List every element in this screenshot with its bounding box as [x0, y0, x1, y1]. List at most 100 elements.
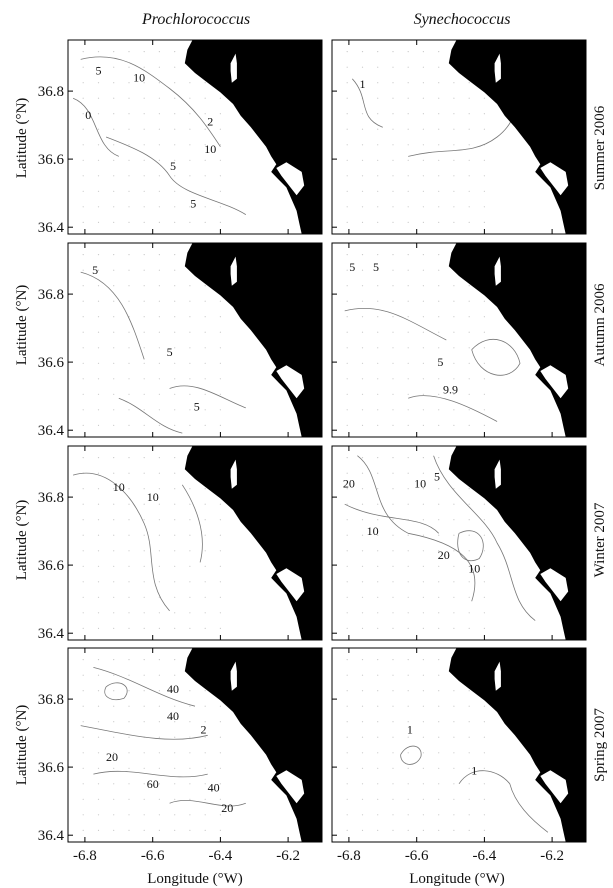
station-dot [346, 175, 348, 177]
station-dot [113, 221, 115, 223]
station-dot [407, 457, 409, 459]
station-dot [158, 503, 160, 505]
station-dot [113, 300, 115, 302]
station-dot [483, 300, 485, 302]
station-dot [392, 783, 394, 785]
station-dot [392, 206, 394, 208]
contour-label: 20 [106, 750, 118, 764]
station-dot [128, 347, 130, 349]
station-dot [346, 472, 348, 474]
station-dot [361, 254, 364, 256]
station-dot [422, 347, 424, 349]
station-dot [219, 175, 221, 177]
station-dot [346, 285, 348, 287]
station-dot [377, 362, 379, 364]
station-dot [97, 798, 100, 800]
station-dot [113, 596, 115, 598]
station-dot [392, 581, 394, 583]
station-dot [174, 347, 176, 349]
land-mass [184, 243, 322, 437]
station-dot [128, 783, 130, 785]
station-dot [204, 488, 206, 490]
station-dot [483, 565, 485, 567]
station-dot [143, 378, 145, 380]
station-dot [204, 612, 206, 614]
station-dot [174, 472, 176, 474]
station-dot [143, 690, 145, 692]
station-dot [438, 798, 440, 800]
station-dot [361, 519, 364, 521]
station-dot [204, 300, 206, 302]
station-dot [438, 674, 440, 676]
station-dot [128, 378, 130, 380]
row-label-summer-2006: Summer 2006 [592, 105, 608, 190]
contour-line [181, 484, 203, 563]
station-dot [143, 144, 145, 146]
y-tick-label: 36.6 [38, 558, 65, 574]
station-dot [219, 752, 221, 754]
station-dot [377, 254, 379, 256]
station-dot [392, 113, 394, 115]
station-dot [438, 175, 440, 177]
station-dot [361, 705, 364, 707]
station-dot [143, 206, 145, 208]
station-dot [189, 705, 191, 707]
station-dot [143, 503, 145, 505]
contour-label: 5 [92, 263, 98, 277]
station-dot [438, 393, 440, 395]
station-dot [483, 503, 485, 505]
station-dot [422, 300, 424, 302]
station-dot [158, 457, 160, 459]
station-dot [113, 798, 115, 800]
station-dot [346, 457, 348, 459]
station-dot [377, 51, 379, 53]
station-dot [392, 705, 394, 707]
station-dot [204, 798, 206, 800]
panel-frame [67, 242, 323, 438]
station-dot [97, 97, 100, 99]
station-dot [143, 97, 145, 99]
station-dot [82, 550, 84, 552]
station-dot [361, 472, 364, 474]
station-dot [158, 472, 160, 474]
contour-label: 5 [190, 196, 196, 210]
station-dot [219, 627, 221, 630]
station-dot [174, 596, 176, 598]
station-dot [453, 690, 455, 692]
y-tick-label: 36.8 [38, 287, 64, 303]
station-dot [422, 409, 424, 411]
station-dot [128, 488, 130, 490]
station-dot [453, 128, 455, 130]
station-dot [189, 596, 191, 598]
station-dot [174, 316, 176, 318]
station-dot [97, 409, 100, 411]
station-dot [113, 97, 115, 99]
station-dot [128, 627, 130, 630]
station-dot [113, 113, 115, 115]
station-dot [82, 767, 84, 769]
station-dot [113, 534, 115, 536]
station-dot [174, 457, 176, 459]
station-dot [189, 159, 191, 161]
station-dot [346, 503, 348, 505]
station-dot [392, 752, 394, 754]
station-dot [392, 690, 394, 692]
station-dot [438, 128, 440, 130]
station-dot [407, 736, 409, 738]
station-dot [189, 331, 191, 333]
station-dot [392, 519, 394, 521]
station-dot [113, 829, 115, 832]
station-dot [189, 767, 191, 769]
station-dot [113, 752, 115, 754]
station-dot [97, 767, 100, 769]
station-dot [143, 829, 145, 832]
station-dot [407, 690, 409, 692]
station-dot [128, 659, 130, 661]
station-dot [392, 97, 394, 99]
station-dot [392, 534, 394, 536]
station-dot [453, 627, 455, 630]
x-tick-label: -6.2 [540, 848, 564, 864]
station-dot [361, 457, 364, 459]
station-dot [204, 159, 206, 161]
station-dot [174, 519, 176, 521]
